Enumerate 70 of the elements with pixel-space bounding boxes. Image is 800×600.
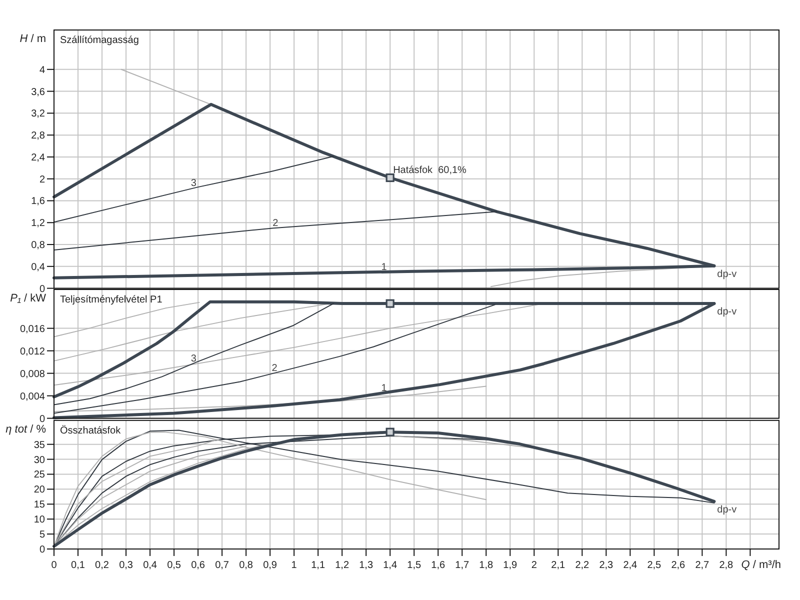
- annotation: Hatásfok 60,1%: [393, 164, 467, 176]
- x-tick-label: 2,7: [695, 560, 710, 571]
- series-label: 3: [190, 353, 197, 364]
- series-label: 2: [272, 218, 279, 229]
- text: Szállítómagasság: [60, 35, 139, 46]
- x-tick-label: 0,3: [119, 560, 134, 571]
- text: Teljesítményfelvétel P1: [60, 294, 163, 306]
- series-label: 3: [190, 178, 197, 190]
- x-axis-title: Q / m³/h: [741, 559, 781, 571]
- x-tick-label: 1,6: [431, 560, 446, 571]
- y-tick-label: 10: [34, 514, 46, 526]
- x-tick-label: 2,3: [599, 560, 614, 571]
- y-tick-label: 1,2: [31, 218, 46, 230]
- y-tick-label: 0,016: [20, 324, 46, 335]
- y-axis-title: P₁ / kW: [10, 292, 47, 304]
- x-tick-label: 1,1: [311, 560, 326, 571]
- y-tick-label: 2: [39, 174, 46, 186]
- y-tick-label: 1,6: [31, 196, 46, 208]
- x-tick-label: 0,5: [167, 560, 182, 571]
- series-label: dp-v: [717, 306, 737, 318]
- y-tick-label: 20: [34, 484, 46, 496]
- x-tick-label: 2,5: [647, 560, 662, 571]
- y-tick-label: 4: [39, 64, 46, 76]
- x-tick-label: 0,6: [191, 560, 206, 571]
- y-tick-label: 0: [39, 544, 46, 556]
- x-tick-label: 1,4: [383, 560, 398, 571]
- y-tick-label: 25: [34, 470, 46, 481]
- x-tick-label: 2,4: [623, 560, 638, 571]
- y-tick-label: 3,2: [31, 108, 46, 120]
- series-label: 2: [272, 363, 278, 374]
- x-tick-label: 1,8: [479, 560, 494, 571]
- series-label: 1: [381, 382, 388, 394]
- y-tick-label: 0: [39, 284, 46, 295]
- series-label: dp-v: [717, 504, 737, 516]
- series-label: 1: [381, 262, 388, 273]
- x-tick-label: 2,6: [671, 560, 686, 571]
- y-axis-title: H / m: [20, 33, 46, 45]
- x-tick-label: 0: [51, 560, 58, 571]
- x-tick-label: 1,3: [359, 560, 374, 571]
- x-tick-label: 1,5: [407, 560, 422, 571]
- x-tick-label: 0,8: [239, 560, 254, 571]
- y-tick-label: 15: [34, 500, 46, 511]
- y-axis-title: η tot / %: [6, 423, 46, 436]
- x-tick-label: 1,2: [335, 560, 350, 571]
- y-tick-label: 0,012: [20, 346, 46, 358]
- x-tick-label: 1,7: [455, 560, 470, 571]
- y-tick-label: 0,004: [20, 391, 46, 402]
- x-tick-label: 2,2: [575, 560, 590, 571]
- x-tick-label: 0,7: [215, 560, 230, 571]
- y-tick-label: 5: [39, 530, 46, 541]
- x-tick-label: 0,2: [95, 560, 110, 571]
- x-tick-label: 0,9: [263, 560, 278, 571]
- series-label: dp-v: [717, 268, 737, 280]
- x-tick-label: 2,1: [551, 560, 566, 571]
- y-tick-label: 0,8: [31, 240, 46, 252]
- y-tick-label: 0: [39, 414, 46, 425]
- x-tick-label: 2: [531, 560, 538, 571]
- x-tick-label: 1,9: [503, 560, 518, 571]
- x-tick-label: 0,1: [71, 560, 86, 571]
- y-tick-label: 2,4: [31, 152, 46, 164]
- text: Összhatásfok: [60, 424, 122, 436]
- x-tick-label: 1: [291, 560, 298, 571]
- y-tick-label: 30: [34, 454, 46, 466]
- y-tick-label: 35: [34, 440, 46, 451]
- x-tick-label: 2,8: [719, 560, 734, 571]
- y-tick-label: 2,8: [31, 130, 46, 142]
- x-tick-label: 0,4: [143, 560, 158, 571]
- y-tick-label: 0,4: [31, 262, 46, 273]
- y-tick-label: 3,6: [31, 86, 46, 98]
- y-tick-label: 0,008: [20, 368, 46, 380]
